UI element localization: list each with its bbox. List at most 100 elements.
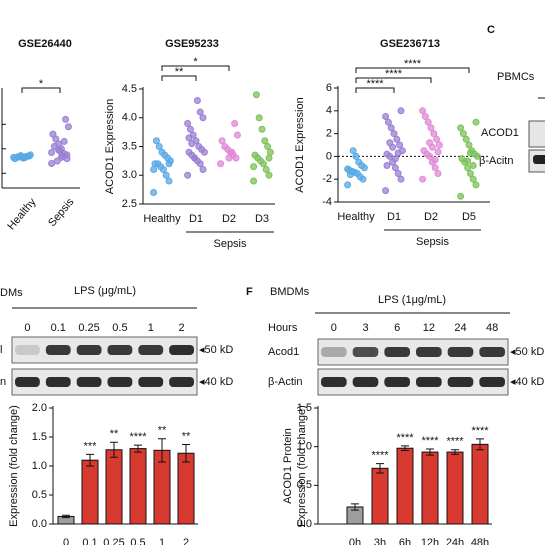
dot xyxy=(457,192,465,200)
bar xyxy=(446,451,464,525)
dot xyxy=(184,120,192,127)
significance-label: *** xyxy=(84,440,98,452)
dot xyxy=(185,134,193,142)
y-tick-label: 1.0 xyxy=(297,441,312,453)
y-tick-label: 0.0 xyxy=(297,518,312,530)
dot xyxy=(386,139,394,147)
y-tick-label: 3.0 xyxy=(122,169,137,181)
dot xyxy=(459,130,467,138)
significance-bracket xyxy=(161,75,197,81)
dot xyxy=(384,118,392,126)
significance-label: **** xyxy=(404,58,422,70)
blot-lane-label: 0 xyxy=(331,322,337,334)
x-tick-label: 0 xyxy=(63,537,69,545)
chart-title: GSE236713 xyxy=(380,38,440,50)
y-tick-label: 1.0 xyxy=(32,460,47,472)
y-tick-label: 4.5 xyxy=(122,83,137,95)
y-tick-label: 2 xyxy=(326,128,332,140)
blot-band xyxy=(384,347,410,357)
error-bar xyxy=(476,438,484,451)
blot-band xyxy=(138,345,164,355)
bar xyxy=(81,459,99,525)
blot-frame xyxy=(317,368,509,396)
blot-lane-label: 12 xyxy=(423,322,435,334)
dot xyxy=(266,148,274,156)
x-tick-label: Healthy xyxy=(5,196,38,233)
y-tick-label: 0.5 xyxy=(32,489,47,501)
y-tick-label: 0 xyxy=(326,150,332,162)
blot-frame xyxy=(11,336,198,364)
x-tick-label: 12h xyxy=(421,537,439,545)
dot xyxy=(431,156,439,164)
dot xyxy=(196,108,204,116)
dot xyxy=(344,181,352,189)
dot xyxy=(383,162,391,170)
blot-cell: BMDMs xyxy=(270,286,310,298)
x-tick-label: D2 xyxy=(424,211,438,223)
x-tick-label: 0h xyxy=(349,537,361,545)
dot xyxy=(397,175,405,183)
blot-marker: ◂50 kD xyxy=(199,344,233,356)
dot xyxy=(152,137,160,145)
blot-frame xyxy=(528,120,545,148)
dot xyxy=(427,124,435,132)
dot xyxy=(252,91,260,99)
dot xyxy=(430,130,438,138)
dot xyxy=(261,137,269,145)
dot xyxy=(165,177,173,185)
blot-band xyxy=(45,345,71,355)
dot xyxy=(191,154,199,162)
dot xyxy=(465,141,473,149)
blot-lane-label: 0.1 xyxy=(51,322,66,334)
error-bar xyxy=(134,444,142,453)
blot-marker: ◂40 kD xyxy=(199,376,233,388)
y-tick-label: 2.5 xyxy=(122,198,137,210)
dot xyxy=(349,147,357,155)
error-bar xyxy=(182,444,190,463)
dot xyxy=(48,148,56,156)
dot xyxy=(420,147,428,155)
dot xyxy=(393,135,401,143)
dot xyxy=(394,149,402,157)
dot xyxy=(466,170,474,177)
x-tick-label: Sepsis xyxy=(46,196,77,229)
x-tick-label: 6h xyxy=(399,537,411,545)
blot-band xyxy=(479,347,505,357)
dot xyxy=(155,143,163,150)
significance-bracket xyxy=(161,65,230,71)
blot-band xyxy=(15,377,40,387)
chart-title: GSE26440 xyxy=(18,38,72,50)
y-tick-label: -4 xyxy=(322,196,332,208)
blot-row-label: ACOD1 xyxy=(481,127,519,139)
blot-band xyxy=(169,377,194,387)
significance-label: **** xyxy=(396,432,414,444)
blot-band xyxy=(169,345,194,355)
blot-lane-label: 1 xyxy=(148,322,154,334)
dot xyxy=(262,166,270,173)
blot-frame xyxy=(317,338,509,366)
blot-band xyxy=(45,377,71,387)
dot xyxy=(426,139,434,147)
dot xyxy=(48,160,56,167)
y-axis-label: Expression (fold change) xyxy=(296,405,308,527)
significance-bracket xyxy=(355,77,432,83)
dot xyxy=(431,164,439,172)
dot xyxy=(396,141,404,149)
dot xyxy=(391,164,399,172)
bar xyxy=(396,447,414,525)
dot xyxy=(419,107,427,115)
dot xyxy=(64,123,72,131)
y-tick-label: 3.5 xyxy=(122,140,137,152)
blot-row-label: n xyxy=(0,376,6,388)
dot xyxy=(15,153,23,161)
dot xyxy=(464,157,472,165)
significance-label: **** xyxy=(371,450,389,462)
dot xyxy=(228,148,236,156)
bar xyxy=(105,449,123,525)
blot-band xyxy=(416,347,442,357)
dot xyxy=(184,171,192,179)
significance-label: **** xyxy=(421,435,439,447)
dot xyxy=(165,160,173,168)
y-tick-label: 1.5 xyxy=(297,402,312,414)
group-label: Sepsis xyxy=(416,236,450,248)
